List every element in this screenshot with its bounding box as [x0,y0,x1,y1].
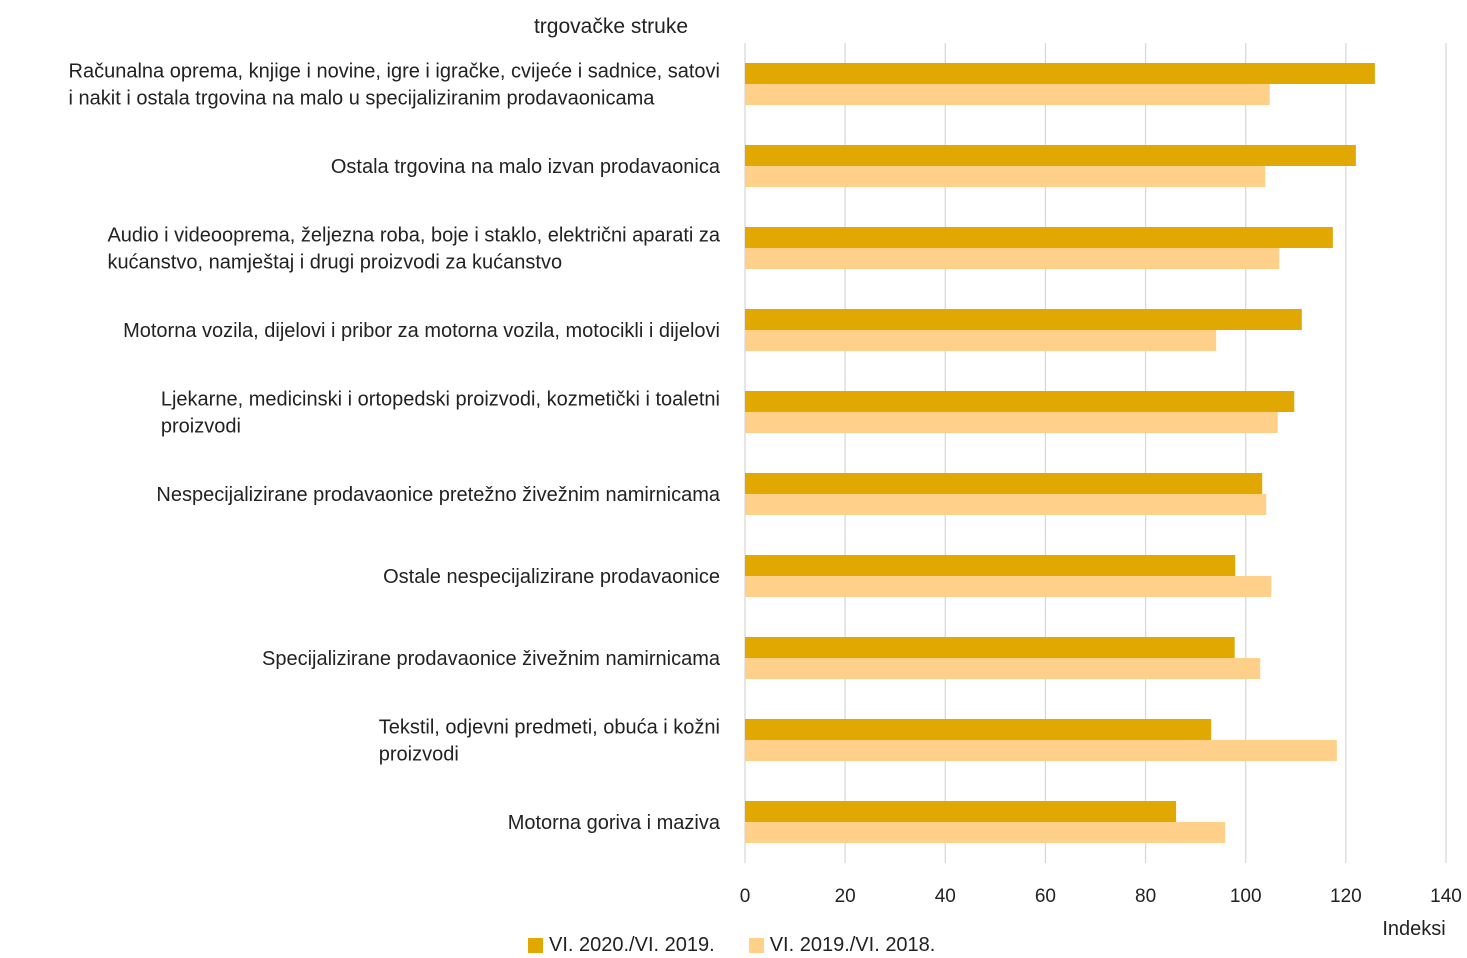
chart-title: trgovačke struke [534,15,688,38]
bar-series-1-cat-3 [745,227,1333,248]
category-label-3-line-2: kućanstvo, namještaj i drugi proizvodi z… [107,252,562,274]
bar-series-2-cat-4 [745,330,1217,351]
bar-series-1-cat-9 [745,719,1212,740]
bar-series-1-cat-4 [745,309,1302,330]
bar-series-2-cat-3 [745,248,1280,269]
bar-series-1-cat-8 [745,637,1235,658]
x-tick-label-60: 60 [1035,886,1056,907]
category-label-1: Računalna oprema, knjige i novine, igre … [69,61,720,110]
legend-swatch-series-2 [748,938,764,953]
legend: VI. 2020./VI. 2019. VI. 2019./VI. 2018. [528,934,969,957]
category-label-5: Ljekarne, medicinski i ortopedski proizv… [161,389,720,438]
category-label-1-line-2: i nakit i ostala trgovina na malo u spec… [69,88,656,110]
bar-series-2-cat-8 [745,658,1261,679]
bar-series-2-cat-7 [745,576,1272,597]
legend-swatch-series-1 [528,938,543,953]
legend-item-series-1: VI. 2020./VI. 2019. [528,934,715,957]
bar-series-2-cat-5 [745,412,1278,433]
category-label-10: Motorna goriva i maziva [508,812,721,834]
bar-series-2-cat-9 [745,740,1337,761]
bar-series-1-cat-5 [745,391,1295,412]
x-tick-label-140: 140 [1430,886,1462,907]
category-label-9: Tekstil, odjevni predmeti, obuća i kožni… [379,717,720,766]
bar-series-2-cat-1 [745,84,1270,105]
x-tick-label-40: 40 [935,886,956,907]
x-tick-label-100: 100 [1230,886,1262,907]
category-label-1-line-1: Računalna oprema, knjige i novine, igre … [69,61,720,83]
x-tick-label-0: 0 [740,886,751,907]
category-label-5-line-2: proizvodi [161,416,241,438]
bars [745,63,1375,843]
x-tick-label-120: 120 [1330,886,1362,907]
x-tick-labels: 0 20 40 60 80 100 120 140 [740,886,1462,907]
bar-series-1-cat-1 [745,63,1375,84]
bar-series-2-cat-10 [745,822,1226,843]
category-label-7: Ostale nespecijalizirane prodavaonice [383,566,720,588]
bar-series-1-cat-10 [745,801,1177,822]
category-label-5-line-1: Ljekarne, medicinski i ortopedski proizv… [161,389,720,411]
category-label-9-line-2: proizvodi [379,744,459,766]
x-tick-label-80: 80 [1135,886,1156,907]
category-label-3-line-1: Audio i videooprema, željezna roba, boje… [107,225,720,247]
bar-series-2-cat-6 [745,494,1267,515]
category-label-9-line-1: Tekstil, odjevni predmeti, obuća i kožni [379,717,720,739]
category-label-8: Specijalizirane prodavaonice živežnim na… [262,648,721,670]
bar-series-1-cat-6 [745,473,1263,494]
x-axis-label: Indeksi [1382,918,1445,940]
bar-series-1-cat-2 [745,145,1356,166]
bar-series-1-cat-7 [745,555,1236,576]
category-label-2: Ostala trgovina na malo izvan prodavaoni… [331,156,721,178]
category-labels: Računalna oprema, knjige i novine, igre … [69,61,721,835]
bar-series-2-cat-2 [745,166,1266,187]
legend-label-series-1: VI. 2020./VI. 2019. [549,934,715,956]
category-label-6: Nespecijalizirane prodavaonice pretežno … [156,484,720,506]
category-label-3: Audio i videooprema, željezna roba, boje… [107,225,720,274]
legend-label-series-2: VI. 2019./VI. 2018. [769,934,936,956]
x-tick-label-20: 20 [835,886,856,907]
legend-item-series-2: VI. 2019./VI. 2018. [748,934,936,957]
category-label-4: Motorna vozila, dijelovi i pribor za mot… [123,320,720,342]
